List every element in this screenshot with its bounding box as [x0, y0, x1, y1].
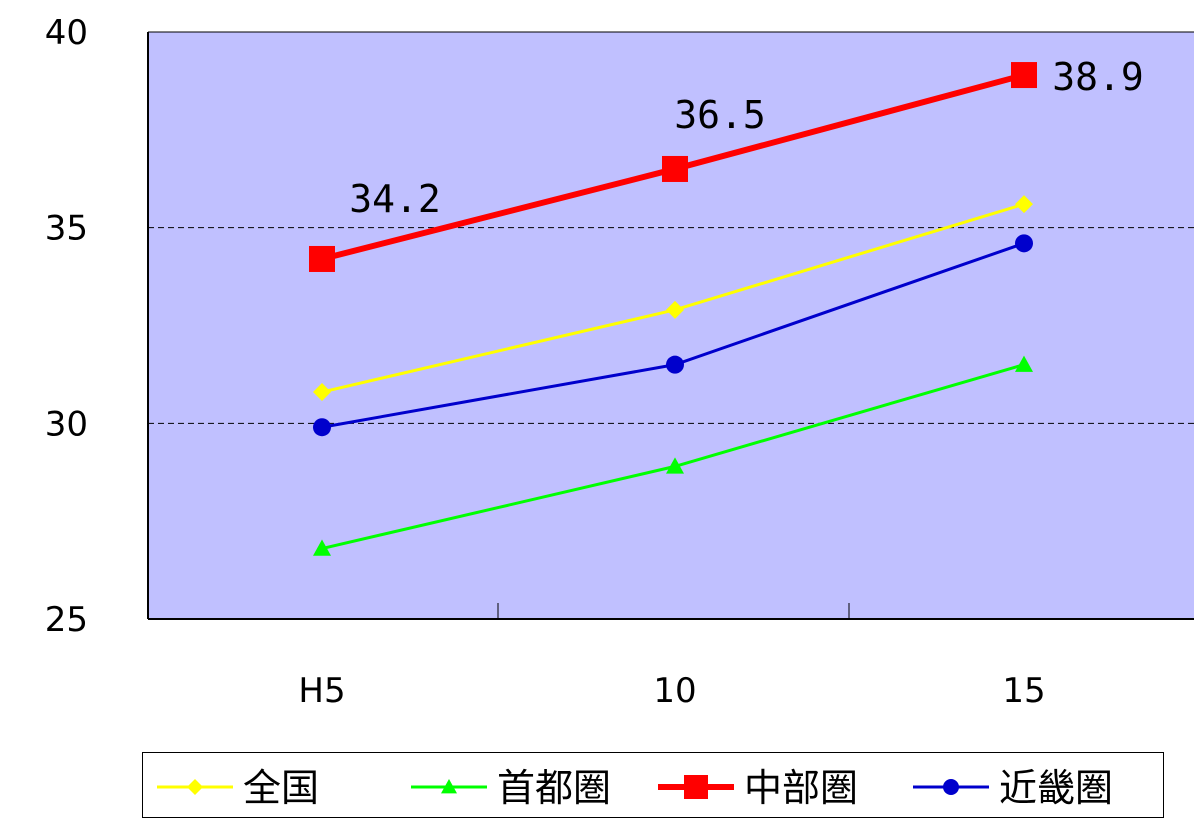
- legend-item: 近畿圏: [913, 766, 1113, 810]
- legend-marker: [187, 779, 203, 795]
- y-tick-label: 35: [45, 209, 88, 249]
- data-point: [1015, 234, 1033, 252]
- y-tick-label: 25: [45, 600, 88, 640]
- data-point: [309, 246, 335, 272]
- data-label: 34.2: [349, 177, 441, 221]
- legend-item: 中部圏: [658, 766, 858, 810]
- legend: 全国 首都圏 中部圏 近畿圏: [142, 752, 1164, 818]
- x-tick-label: H5: [298, 671, 345, 711]
- data-point: [313, 418, 331, 436]
- legend-marker: [684, 775, 708, 799]
- legend-label: 首都圏: [497, 766, 611, 810]
- data-label: 36.5: [674, 93, 766, 137]
- legend-label: 近畿圏: [999, 766, 1113, 810]
- plot-area: [148, 32, 1194, 619]
- x-tick-label: 15: [1002, 671, 1045, 711]
- y-axis-ticks: 25 30 35 40: [45, 13, 88, 640]
- data-point: [662, 156, 688, 182]
- legend-marker: [943, 779, 959, 795]
- legend-item: 首都圏: [411, 766, 611, 810]
- x-axis-ticks: H5 10 15: [298, 671, 1045, 711]
- legend-item: 全国: [157, 766, 319, 810]
- y-tick-label: 40: [45, 13, 88, 53]
- data-point: [1011, 62, 1037, 88]
- legend-label: 中部圏: [744, 766, 858, 810]
- data-point: [666, 356, 684, 374]
- y-tick-label: 30: [45, 404, 88, 444]
- legend-label: 全国: [243, 766, 319, 810]
- data-label: 38.9: [1052, 55, 1144, 99]
- x-tick-label: 10: [653, 671, 696, 711]
